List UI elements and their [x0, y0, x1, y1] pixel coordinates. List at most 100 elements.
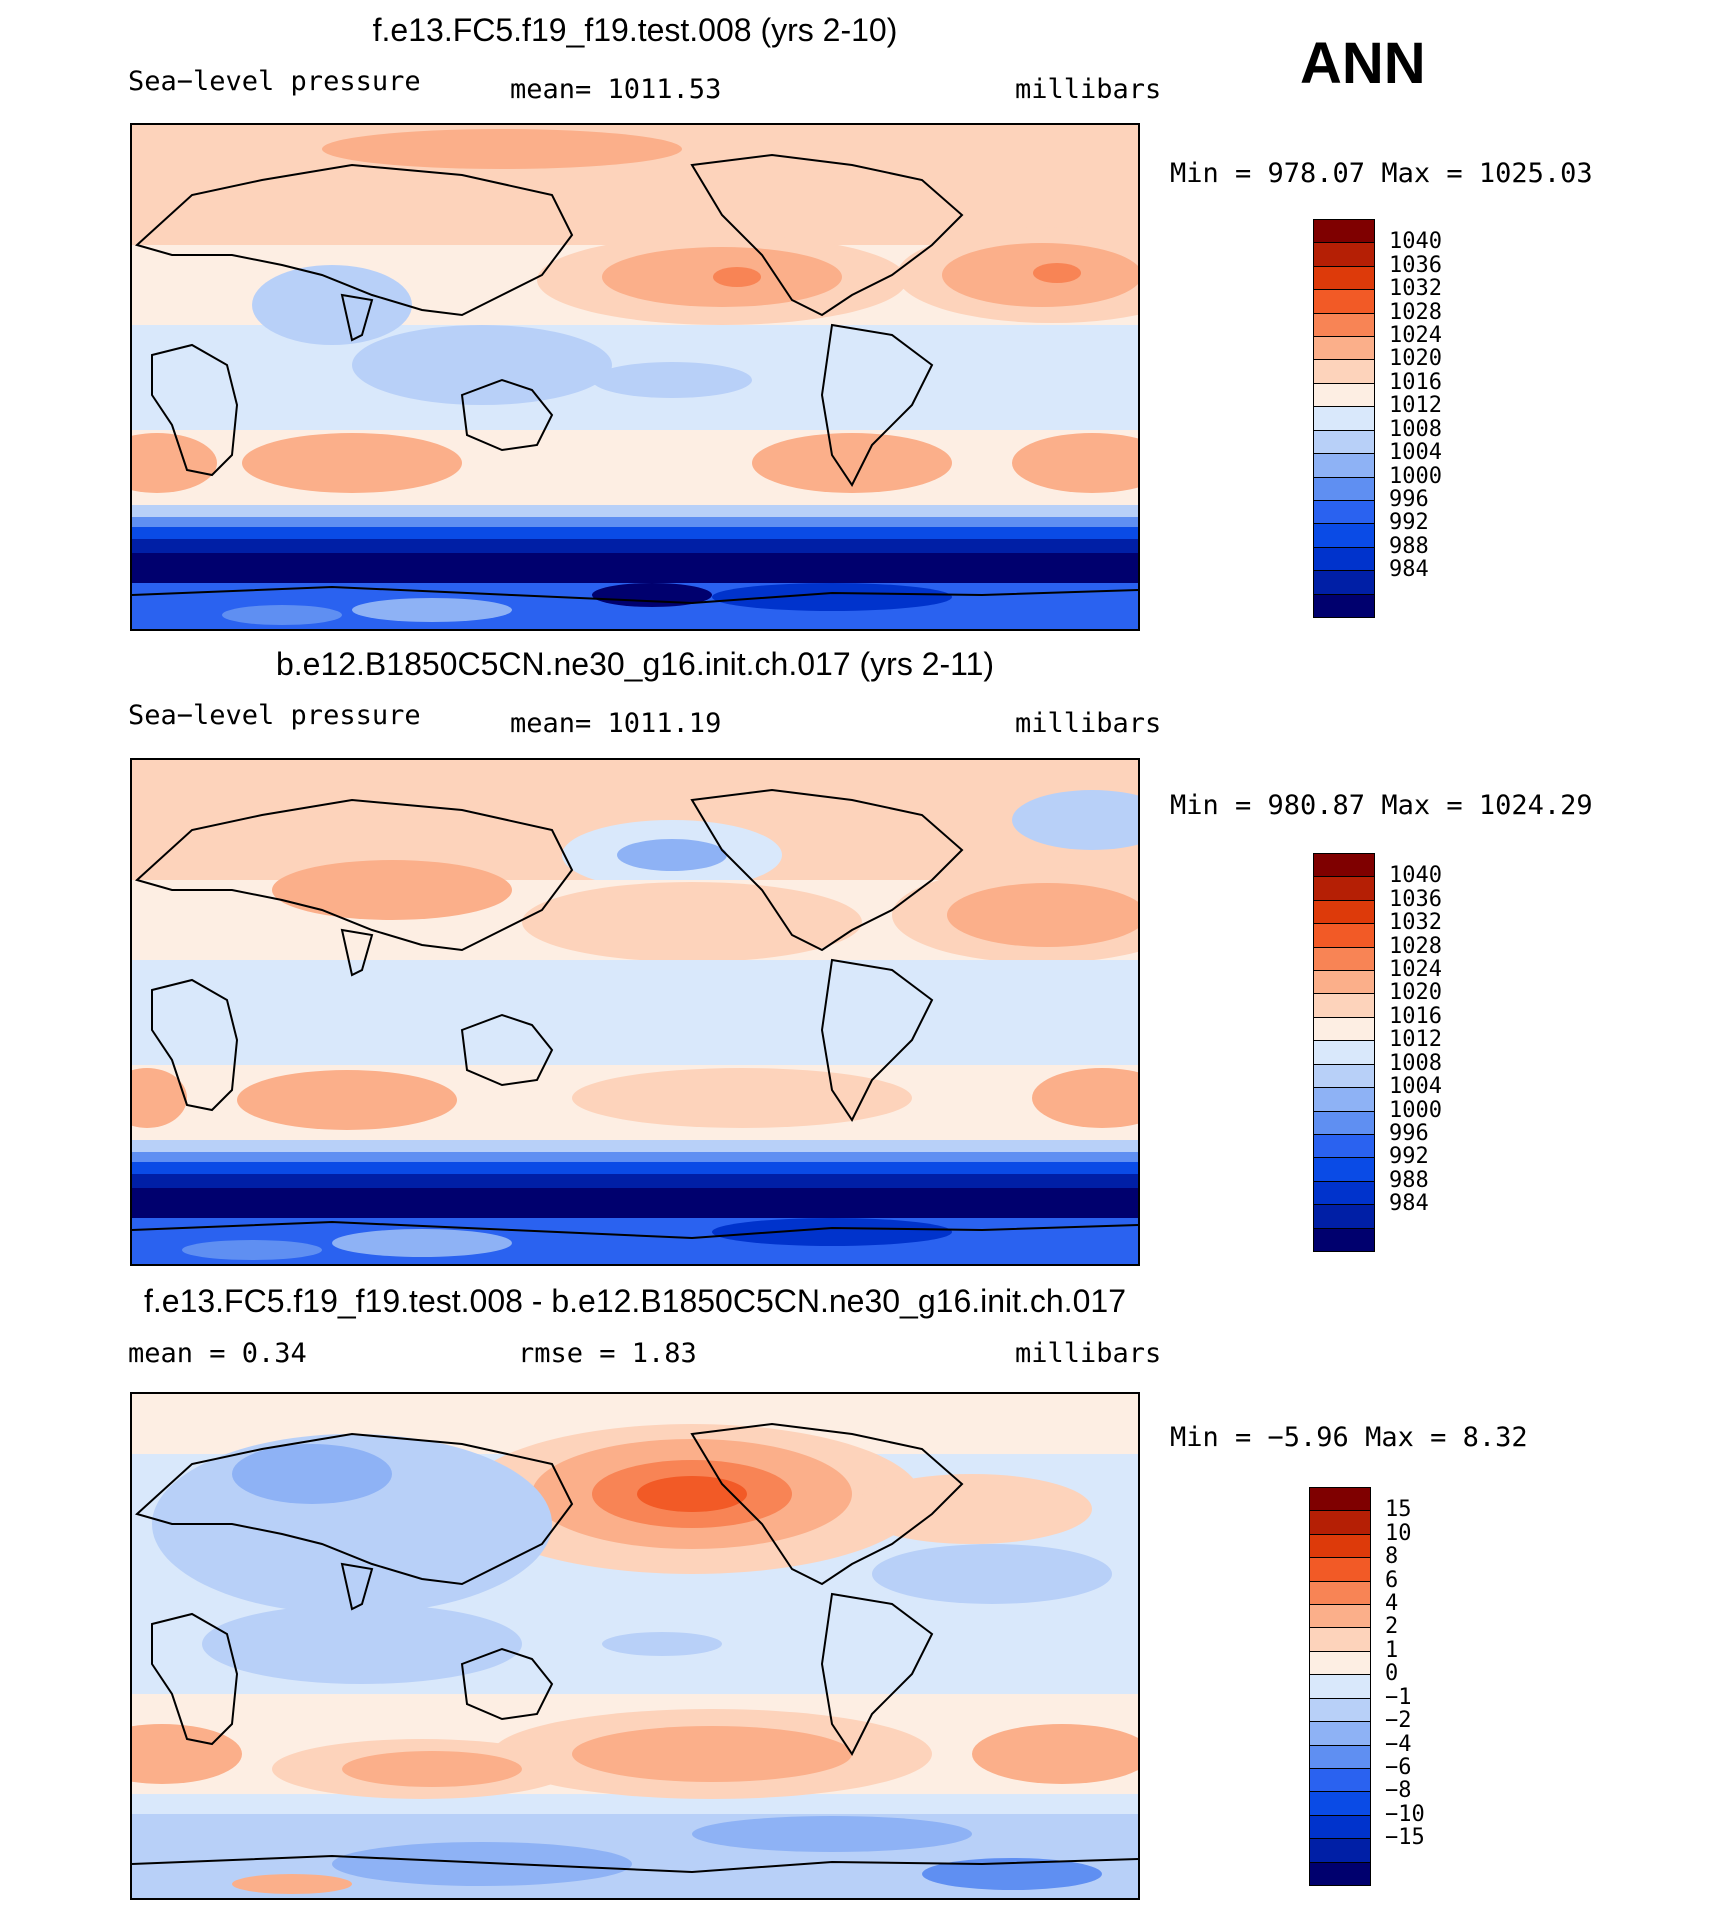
colorbar-label: 1016: [1389, 1003, 1442, 1029]
panel-3-map: [130, 1392, 1140, 1900]
south-atlantic-high: [1012, 433, 1138, 493]
colorbar-label: −8: [1385, 1778, 1412, 1804]
colorbar-segment: [1313, 1157, 1375, 1182]
panel-2-title: b.e12.B1850C5CN.ne30_g16.init.ch.017 (yr…: [275, 646, 995, 682]
colorbar-segment: [1309, 1533, 1371, 1559]
colorbar-label: 1028: [1389, 299, 1442, 325]
asia-high: [272, 860, 512, 920]
diff-south-indian-high-core: [342, 1751, 522, 1787]
coastline-south-america: [820, 1592, 934, 1756]
colorbar-label: 1008: [1389, 416, 1442, 442]
band-south-gradient-3: [132, 527, 1138, 539]
colorbar-segment: [1309, 1604, 1371, 1629]
panel-2-minmax: Min = 980.87 Max = 1024.29: [1170, 790, 1593, 821]
colorbar-label: −6: [1385, 1754, 1412, 1780]
south-pacific-high: [752, 433, 952, 493]
colorbar-label: 1000: [1389, 463, 1442, 489]
colorbar-segment: [1313, 265, 1375, 291]
panel-3-rmse-label: rmse = 1.83: [518, 1338, 697, 1369]
colorbar-label: 984: [1389, 1191, 1429, 1217]
panel-1-map: [130, 123, 1140, 631]
colorbar-segment: [1309, 1744, 1371, 1769]
coastline-africa: [151, 1612, 239, 1746]
colorbar-segment: [1313, 219, 1375, 244]
colorbar-label: 1036: [1389, 252, 1442, 278]
colorbar-label: 15: [1385, 1497, 1412, 1523]
panel-3-title: f.e13.FC5.f19_f19.test.008 - b.e12.B1850…: [143, 1283, 1126, 1319]
antarctic-patch-2: [222, 605, 342, 625]
colorbar-label: 1012: [1389, 1027, 1442, 1053]
colorbar-segment: [1313, 1040, 1375, 1065]
colorbar-label: 1032: [1389, 910, 1442, 936]
colorbar-segment: [1313, 1204, 1375, 1229]
colorbar-segment: [1309, 1791, 1371, 1816]
colorbar-label: 4: [1385, 1591, 1399, 1617]
band-south-gradient-1: [132, 1140, 1138, 1152]
diff-atlantic-low: [872, 1544, 1112, 1604]
colorbar-label: 1016: [1389, 369, 1442, 395]
coastline-australia: [460, 1647, 554, 1721]
colorbar-label: 1012: [1389, 393, 1442, 419]
coastline-australia: [460, 1013, 554, 1087]
colorbar-segment: [1313, 970, 1375, 995]
band-south-gradient-1: [132, 505, 1138, 517]
colorbar-segment: [1313, 453, 1375, 478]
colorbar-segment: [1309, 1674, 1371, 1699]
colorbar-segment: [1309, 1721, 1371, 1746]
diff-eurasia-low-core: [232, 1444, 392, 1504]
colorbar-label: 1020: [1389, 980, 1442, 1006]
aleutian-low-core: [617, 839, 727, 871]
colorbar-label: 988: [1389, 533, 1429, 559]
band-south-gradient-3: [132, 1162, 1138, 1174]
colorbar-segment: [1313, 923, 1375, 948]
atlantic-high-mid: [947, 883, 1138, 947]
band-southern-trough: [132, 553, 1138, 583]
panel-1-variable-label: Sea−level pressure: [128, 66, 421, 97]
antarctic-patch-2: [182, 1240, 322, 1260]
colorbar-segment: [1313, 406, 1375, 431]
east-pacific-low: [592, 362, 752, 398]
colorbar-segment: [1313, 523, 1375, 548]
pacific-high-core: [713, 267, 761, 287]
colorbar-label: 1020: [1389, 346, 1442, 372]
colorbar-segment: [1309, 1838, 1371, 1863]
coastline-north-america: [690, 788, 964, 952]
colorbar-segment: [1313, 359, 1375, 384]
south-atlantic-high-2: [132, 1068, 187, 1128]
diff-southern-low-2: [332, 1842, 632, 1886]
colorbar-label: 1: [1385, 1637, 1399, 1663]
colorbar-segment: [1309, 1814, 1371, 1840]
coastline-south-america: [820, 958, 934, 1122]
colorbar-segment: [1313, 476, 1375, 501]
colorbar-segment: [1313, 336, 1375, 361]
colorbar-segment: [1313, 546, 1375, 572]
colorbar-label: 1024: [1389, 323, 1442, 349]
colorbar-label: 988: [1389, 1167, 1429, 1193]
colorbar-label: 8: [1385, 1544, 1399, 1570]
coastline-south-america: [820, 323, 934, 487]
colorbar-segment: [1313, 289, 1375, 314]
colorbar-label: 6: [1385, 1567, 1399, 1593]
panel-2-mean-label: mean= 1011.19: [510, 708, 722, 739]
colorbar-label: 2: [1385, 1614, 1399, 1640]
colorbar-segment: [1313, 1110, 1375, 1135]
colorbar-segment: [1309, 1767, 1371, 1793]
colorbar-segment: [1313, 946, 1375, 972]
colorbar-label: 1040: [1389, 863, 1442, 889]
diff-south-atlantic-high: [972, 1724, 1138, 1784]
colorbar-label: 0: [1385, 1661, 1399, 1687]
colorbar-segment: [1313, 429, 1375, 455]
antarctic-patch-3: [712, 583, 952, 611]
south-indian-high: [237, 1070, 457, 1130]
colorbar-segment: [1309, 1580, 1371, 1606]
panel-1-map-svg: [132, 125, 1138, 629]
colorbar-segment: [1309, 1650, 1371, 1676]
coastline-eurasia: [134, 1432, 574, 1586]
colorbar-label: 992: [1389, 510, 1429, 536]
coastline-india: [340, 1562, 374, 1611]
antarctic-patch-1: [352, 598, 512, 622]
colorbar-label: 1024: [1389, 957, 1442, 983]
colorbar-segment: [1313, 593, 1375, 618]
colorbar-segment: [1313, 1016, 1375, 1042]
colorbar-segment: [1313, 242, 1375, 267]
